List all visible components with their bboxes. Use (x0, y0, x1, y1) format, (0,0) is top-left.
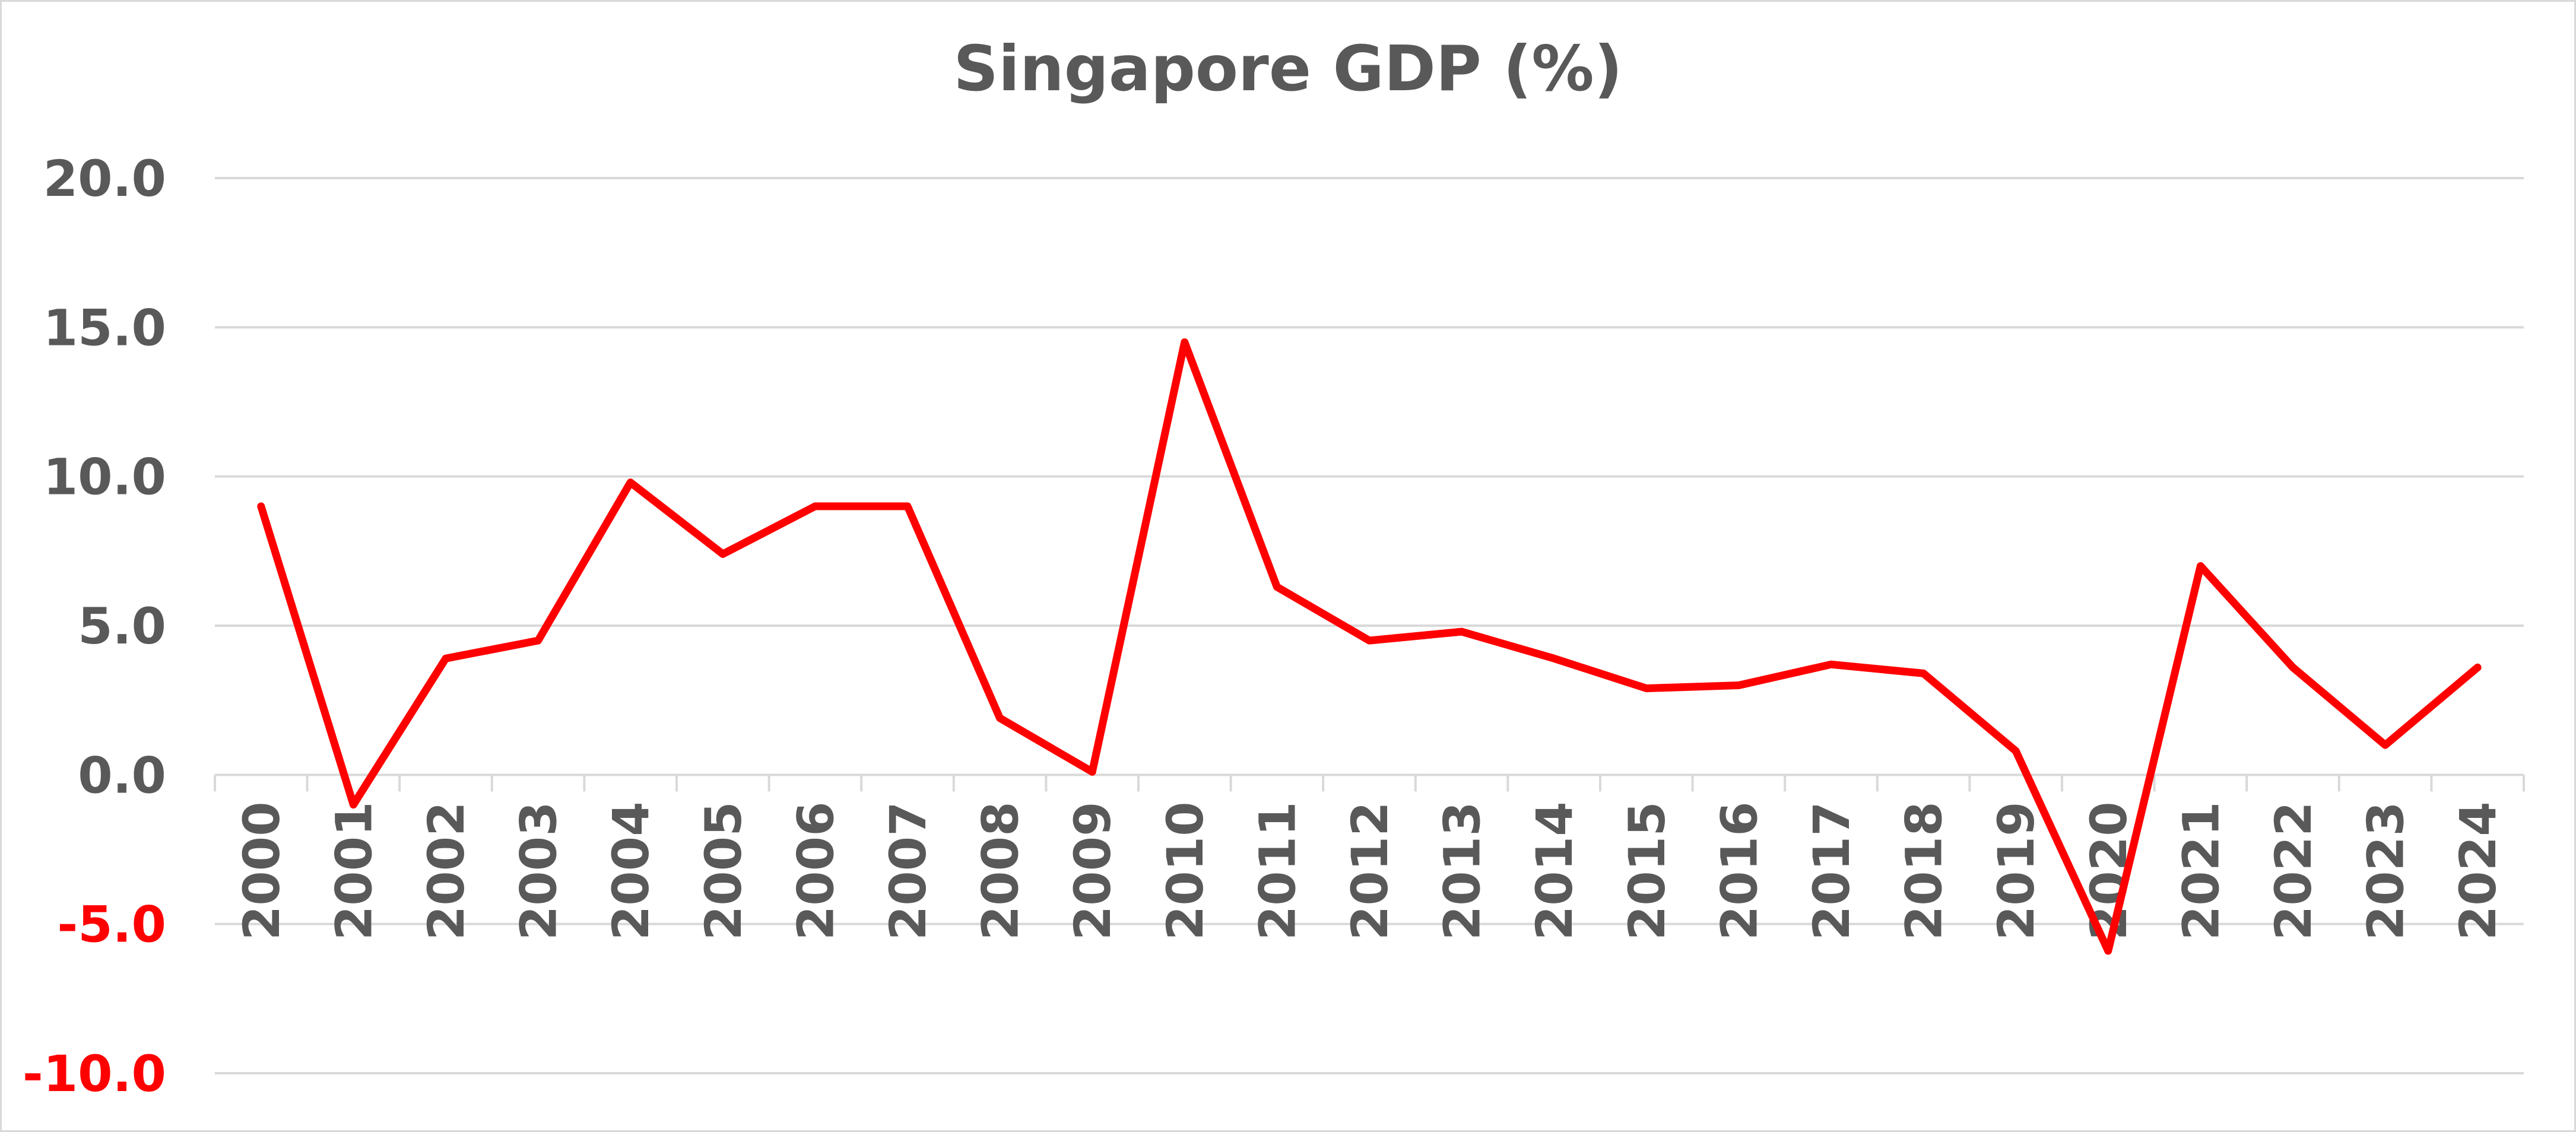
data-point (1366, 637, 1373, 645)
x-tick-label: 2023 (2357, 801, 2415, 940)
gridlines (215, 177, 2524, 1074)
y-tick-label: 15.0 (43, 299, 166, 357)
data-point (996, 714, 1004, 722)
data-point (1550, 655, 1558, 662)
x-tick-label: 2017 (1803, 801, 1861, 940)
x-tick-label: 2021 (2172, 801, 2230, 940)
x-tick-label: 2011 (1248, 801, 1306, 940)
data-point (1642, 684, 1650, 692)
data-point (2197, 562, 2204, 570)
data-point (442, 655, 449, 662)
y-tick-labels: 20.0 15.0 10.0 5.0 0.0 -5.0 -10.0 (23, 150, 166, 1103)
data-point (2012, 747, 2020, 755)
x-tick-label: 2013 (1433, 801, 1492, 940)
x-tick-label: 2024 (2449, 801, 2507, 940)
data-point (2289, 664, 2296, 671)
data-point (904, 502, 911, 510)
x-tick-label: 2022 (2264, 801, 2323, 940)
x-tick-label: 2018 (1895, 801, 1953, 940)
x-tick-label: 2001 (325, 801, 383, 940)
y-tick-label: 10.0 (43, 448, 166, 506)
x-tick-label: 2019 (1987, 801, 2045, 940)
y-tick-label: -5.0 (57, 896, 166, 954)
x-tick-label: 2016 (1710, 801, 1768, 940)
data-point (1735, 681, 1743, 689)
data-point (627, 478, 635, 486)
data-point (2381, 741, 2389, 749)
chart-title: Singapore GDP (%) (953, 33, 1623, 105)
x-tick-label: 2005 (694, 801, 753, 940)
x-tick-label: 2007 (879, 801, 937, 940)
x-tick-label: 2014 (1525, 801, 1584, 940)
data-point (1273, 583, 1281, 591)
data-point (350, 801, 357, 808)
data-point (1458, 628, 1465, 636)
series-layer (257, 338, 2482, 955)
data-point (1920, 670, 1927, 677)
x-tick-label: 2003 (510, 801, 568, 940)
x-tick-label: 2000 (233, 801, 291, 940)
x-tick-label: 2015 (1618, 801, 1676, 940)
x-tick-label: 2009 (1064, 801, 1122, 940)
x-tick-labels: 2000 2001 2002 2003 2004 2005 2006 2007 2008 2009… (233, 801, 2507, 940)
data-point (1828, 661, 1835, 668)
y-tick-label: 0.0 (78, 746, 166, 804)
data-point (534, 637, 542, 645)
y-tick-label: 5.0 (78, 597, 166, 655)
x-tick-label: 2008 (972, 801, 1030, 940)
x-tick-label: 2006 (786, 801, 845, 940)
data-point (2104, 947, 2112, 955)
y-tick-label: 20.0 (43, 150, 166, 208)
data-point (1181, 338, 1188, 346)
category-axis (214, 773, 2525, 792)
data-point (811, 502, 819, 510)
data-point (719, 550, 727, 558)
data-point (2474, 664, 2482, 671)
x-tick-label: 2012 (1341, 801, 1399, 940)
data-point (257, 502, 265, 510)
x-tick-label: 2010 (1156, 801, 1214, 940)
x-tick-label: 2004 (602, 801, 660, 940)
x-tick-label: 2002 (417, 801, 475, 940)
data-point (1089, 768, 1096, 776)
y-tick-label: -10.0 (23, 1045, 166, 1103)
